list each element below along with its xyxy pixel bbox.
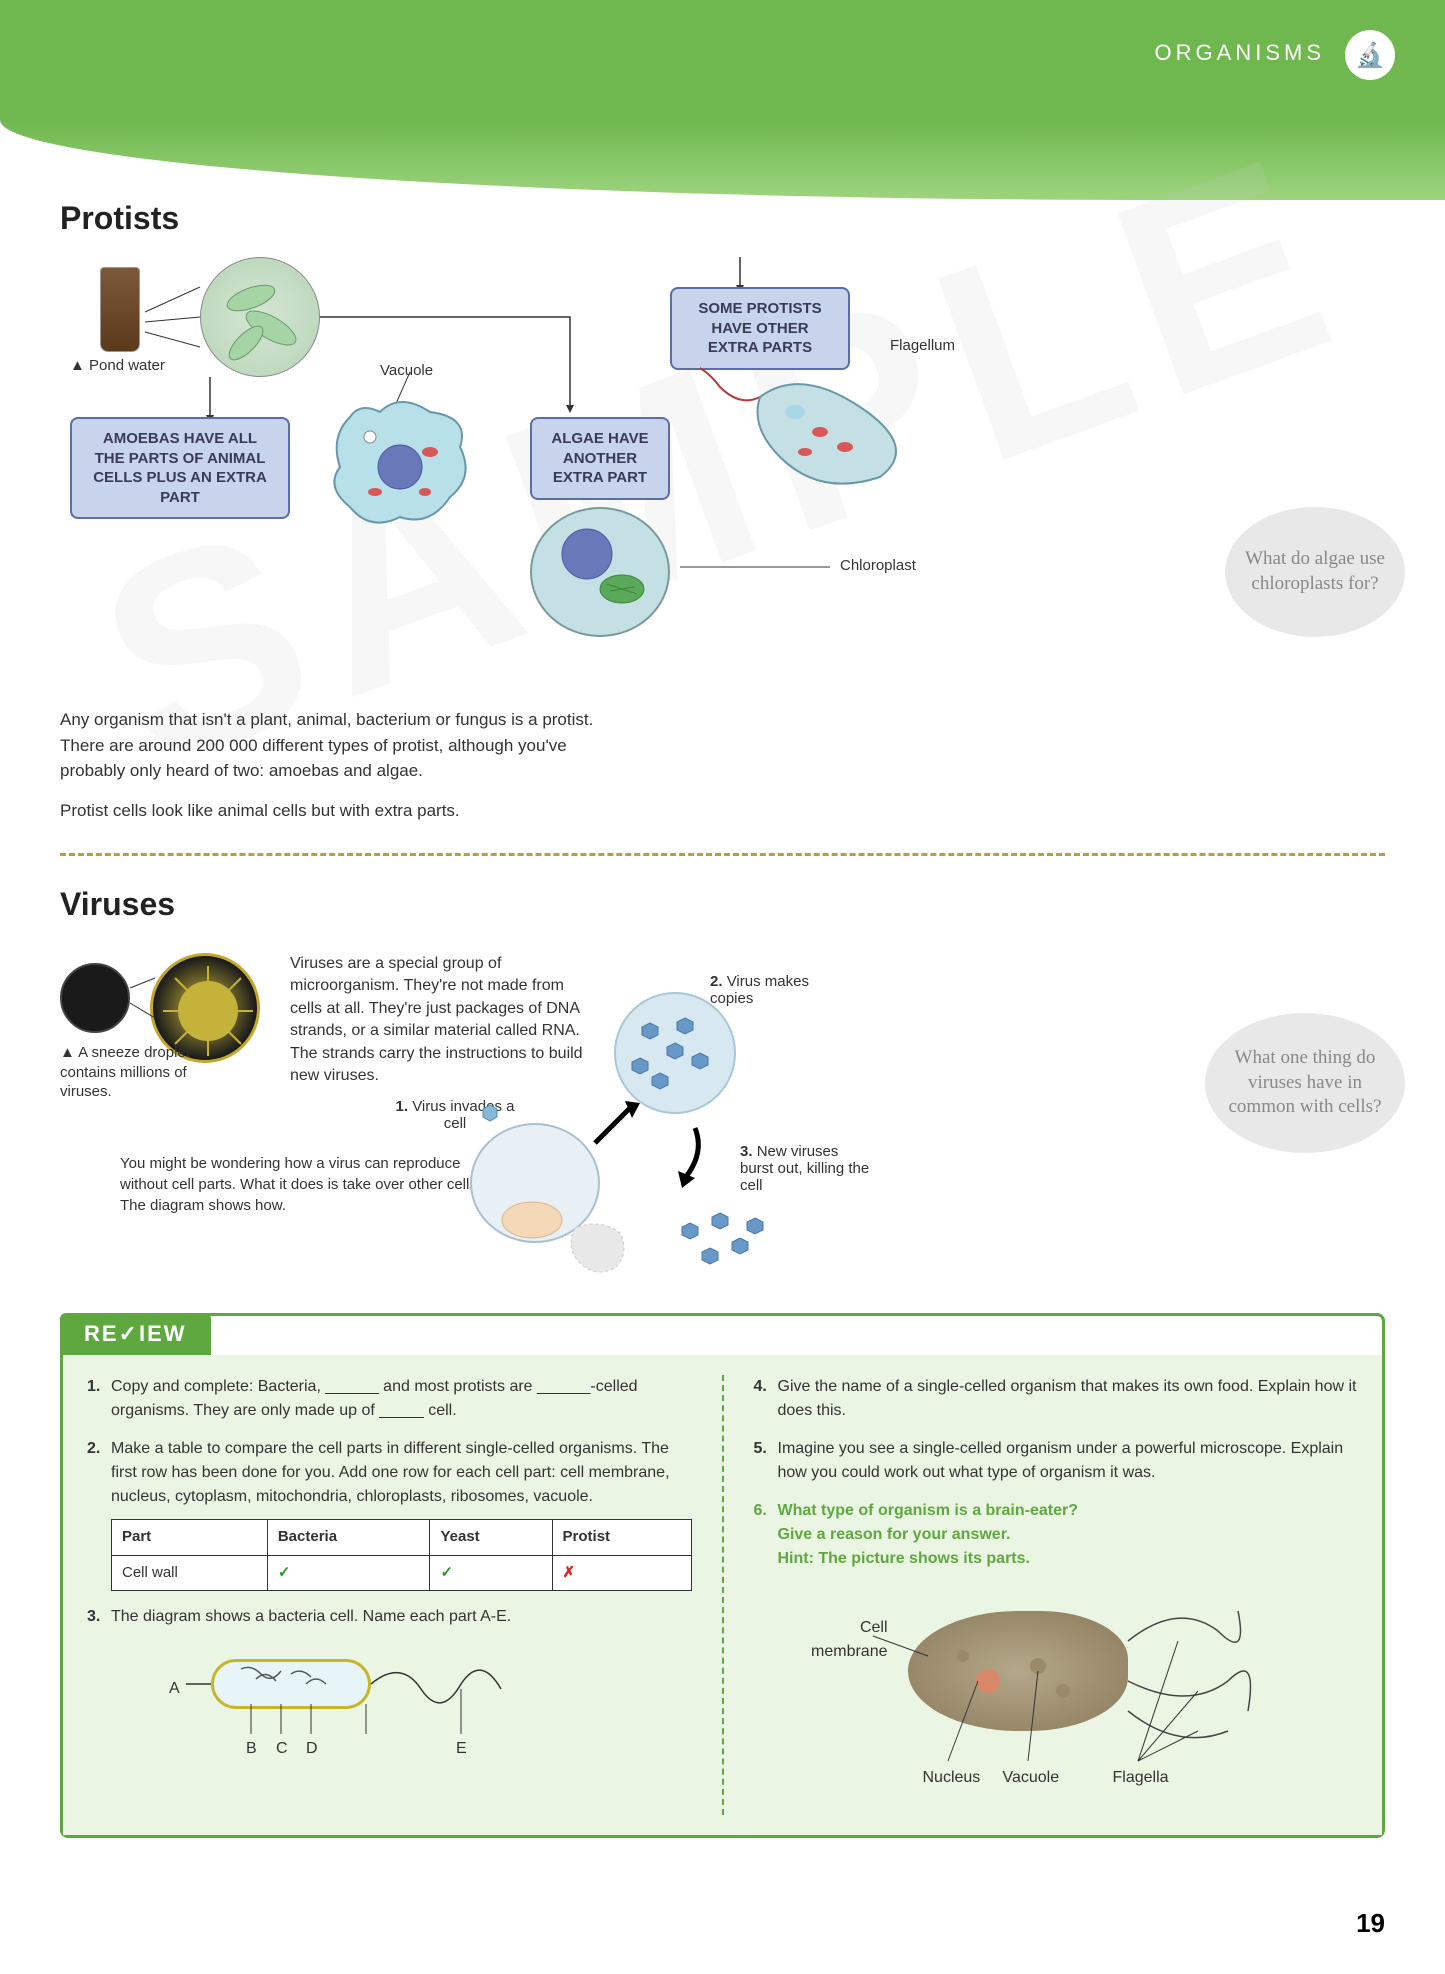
vacuole-label: Vacuole — [380, 362, 433, 379]
euglena-illustration — [700, 357, 920, 467]
organism-diagram: Cell membrane Nucleus Vacuole Flagella — [778, 1581, 1359, 1801]
arrow-1 — [590, 1093, 650, 1153]
q6a-text: What type of organism is a brain-eater? — [778, 1502, 1079, 1519]
question-4: 4. Give the name of a single-celled orga… — [754, 1375, 1359, 1423]
q6-num: 6. — [754, 1499, 767, 1523]
protists-para2: Protist cells look like animal cells but… — [60, 798, 620, 824]
q4-text: Give the name of a single-celled organis… — [778, 1378, 1357, 1419]
chloroplast-label: Chloroplast — [840, 557, 916, 574]
label-vacuole: Vacuole — [1003, 1766, 1060, 1790]
label-A: A — [169, 1677, 180, 1701]
q2-text: Make a table to compare the cell parts i… — [111, 1440, 670, 1505]
q6c-text: Hint: The picture shows its parts. — [778, 1550, 1030, 1567]
q2-num: 2. — [87, 1437, 100, 1461]
microscope-icon: 🔬 — [1345, 30, 1395, 80]
label-D: D — [306, 1737, 318, 1761]
question-3: 3. The diagram shows a bacteria cell. Na… — [87, 1605, 692, 1759]
microscope-view — [200, 257, 320, 377]
header-title: ORGANISMS — [1155, 40, 1325, 66]
protists-heading: Protists — [60, 200, 1385, 237]
protist-cells-icon — [201, 258, 321, 378]
q3-num: 3. — [87, 1605, 100, 1629]
amoeba-illustration — [320, 397, 480, 537]
viruses-diagram: ▲ A sneeze droplet contains millions of … — [60, 943, 1385, 1283]
q3-text: The diagram shows a bacteria cell. Name … — [111, 1608, 511, 1625]
cross-icon: ✗ — [552, 1555, 691, 1591]
label-flagella: Flagella — [1113, 1766, 1169, 1790]
check-icon: ✓ — [430, 1555, 552, 1591]
cell-parts-table: Part Bacteria Yeast Protist Cell wall ✓ … — [111, 1519, 692, 1591]
protists-para1: Any organism that isn't a plant, animal,… — [60, 707, 620, 784]
q1-text: Copy and complete: Bacteria, ______ and … — [111, 1378, 638, 1419]
page-header: ORGANISMS 🔬 — [0, 0, 1445, 200]
label-C: C — [276, 1737, 288, 1761]
virus-reproduce: You might be wondering how a virus can r… — [120, 1153, 500, 1216]
label-nucleus: Nucleus — [923, 1766, 981, 1790]
amoeba-box: AMOEBAS HAVE ALL THE PARTS OF ANIMAL CEL… — [70, 417, 290, 519]
review-section: RE✓IEW 1. Copy and complete: Bacteria, _… — [60, 1313, 1385, 1838]
flagellum-label: Flagellum — [890, 337, 955, 354]
question-2: 2. Make a table to compare the cell part… — [87, 1437, 692, 1591]
virus-cluster-2 — [660, 1193, 790, 1293]
th-bacteria: Bacteria — [267, 1520, 430, 1556]
pond-water-glass — [100, 267, 140, 352]
review-tab: RE✓IEW — [60, 1313, 211, 1355]
q5-num: 5. — [754, 1437, 767, 1461]
step1-num: 1. — [396, 1098, 409, 1115]
section-divider — [60, 853, 1385, 856]
label-E: E — [456, 1737, 467, 1761]
step3-num: 3. — [740, 1143, 753, 1160]
q6b-text: Give a reason for your answer. — [778, 1526, 1011, 1543]
q5-text: Imagine you see a single-celled organism… — [778, 1440, 1344, 1481]
page-number: 19 — [0, 1878, 1445, 1969]
q4-num: 4. — [754, 1375, 767, 1399]
th-protist: Protist — [552, 1520, 691, 1556]
td-cellwall: Cell wall — [112, 1555, 268, 1591]
label-cell-membrane: Cell membrane — [798, 1616, 888, 1664]
virus-particle-1 — [480, 1103, 500, 1123]
viruses-heading: Viruses — [60, 886, 1385, 923]
arrow-2 — [670, 1123, 730, 1193]
step3-text: New viruses burst out, killing the cell — [740, 1143, 869, 1194]
step3-label: 3. New viruses burst out, killing the ce… — [740, 1143, 870, 1194]
question-1: 1. Copy and complete: Bacteria, ______ a… — [87, 1375, 692, 1423]
algae-box: ALGAE HAVE ANOTHER EXTRA PART — [530, 417, 670, 500]
question-5: 5. Imagine you see a single-celled organ… — [754, 1437, 1359, 1485]
sneeze-image — [60, 963, 130, 1033]
dead-cell — [560, 1213, 640, 1283]
th-part: Part — [112, 1520, 268, 1556]
algae-illustration — [530, 507, 670, 637]
bacteria-diagram: A B C D E — [151, 1649, 692, 1759]
review-left-column: 1. Copy and complete: Bacteria, ______ a… — [87, 1375, 692, 1815]
question-6: 6. What type of organism is a brain-eate… — [754, 1499, 1359, 1801]
sneeze-caption: ▲ A sneeze droplet contains millions of … — [60, 1043, 230, 1102]
review-right-column: 4. Give the name of a single-celled orga… — [722, 1375, 1359, 1815]
check-icon: ✓ — [267, 1555, 430, 1591]
label-B: B — [246, 1737, 257, 1761]
q1-num: 1. — [87, 1375, 100, 1399]
th-yeast: Yeast — [430, 1520, 552, 1556]
virus-intro: Viruses are a special group of microorga… — [290, 953, 590, 1087]
chloroplast-question-bubble: What do algae use chloroplasts for? — [1225, 507, 1405, 637]
virus-question-bubble: What one thing do viruses have in common… — [1205, 1013, 1405, 1153]
protists-diagram: ▲ Pond water SOME PROTISTS HAVE OTHER EX… — [60, 257, 1385, 697]
pond-caption: ▲ Pond water — [70, 357, 165, 374]
